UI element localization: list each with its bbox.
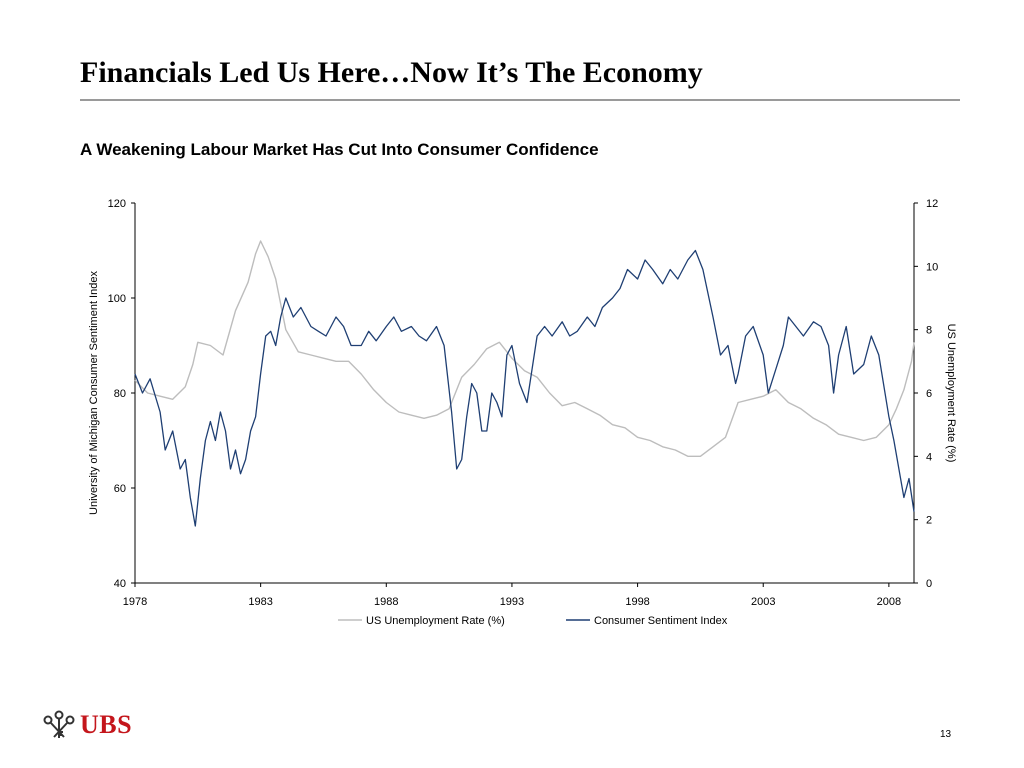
- left-ticks: 40 60 80 100 120: [108, 198, 135, 590]
- legend-label: US Unemployment Rate (%): [366, 615, 505, 627]
- x-tick-label: 1983: [248, 596, 272, 608]
- consumer-sentiment-line: [134, 249, 915, 527]
- legend: US Unemployment Rate (%) Consumer Sentime…: [338, 615, 728, 627]
- x-tick-label: 1993: [500, 596, 524, 608]
- right-tick-label: 6: [926, 388, 932, 400]
- x-tick-label: 1978: [123, 596, 147, 608]
- right-tick-label: 2: [926, 515, 932, 527]
- slide-title: Financials Led Us Here…Now It’s The Econ…: [80, 56, 703, 89]
- x-tick-label: 2003: [751, 596, 775, 608]
- x-tick-label: 1988: [374, 596, 398, 608]
- series-lines: [134, 240, 915, 527]
- legend-label: Consumer Sentiment Index: [594, 615, 728, 627]
- x-tick-label: 2008: [877, 596, 901, 608]
- left-tick-label: 120: [108, 198, 126, 210]
- page-number: 13: [940, 729, 952, 740]
- ubs-logo: UBS: [42, 710, 132, 740]
- x-tick-label: 1998: [625, 596, 649, 608]
- x-ticks: 1978 1983 1988 1993 1998 2003 2008: [123, 583, 901, 608]
- right-tick-label: 8: [926, 325, 932, 337]
- left-tick-label: 80: [114, 388, 126, 400]
- keys-icon: [43, 710, 75, 738]
- right-tick-label: 10: [926, 261, 938, 273]
- right-tick-label: 0: [926, 578, 932, 590]
- left-tick-label: 40: [114, 578, 126, 590]
- right-axis-label: US Unemployment Rate (%): [945, 324, 957, 463]
- title-divider: [80, 99, 960, 101]
- chart-subtitle: A Weakening Labour Market Has Cut Into C…: [80, 140, 599, 159]
- right-ticks: 0 2 4 6 8 10 12: [914, 198, 938, 590]
- left-tick-label: 60: [114, 483, 126, 495]
- right-tick-label: 4: [926, 451, 932, 463]
- unemployment-rate-line: [134, 240, 915, 457]
- plot-frame: [134, 203, 915, 584]
- left-tick-label: 100: [108, 293, 126, 305]
- left-axis-label: University of Michigan Consumer Sentimen…: [88, 271, 100, 515]
- logo-text: UBS: [80, 710, 133, 739]
- right-tick-label: 12: [926, 198, 938, 210]
